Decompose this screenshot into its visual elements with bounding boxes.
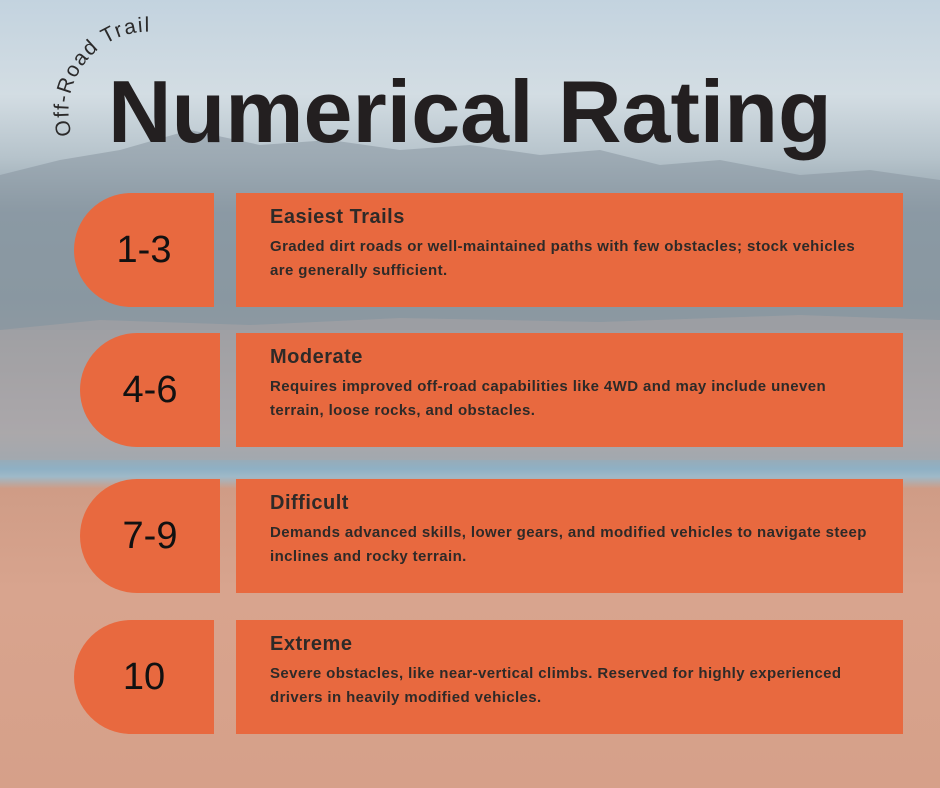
- rating-title: Moderate: [270, 346, 363, 368]
- rating-title: Easiest Trails: [270, 206, 405, 228]
- rating-row: 7-9 Difficult Demands advanced skills, lo…: [0, 479, 940, 593]
- rating-range-badge: 10: [74, 620, 214, 734]
- rating-description: Severe obstacles, like near-vertical cli…: [270, 665, 842, 706]
- rating-card: Difficult Demands advanced skills, lower …: [236, 479, 903, 593]
- rating-description: Graded dirt roads or well-maintained pat…: [270, 238, 856, 279]
- rating-description: Demands advanced skills, lower gears, an…: [270, 524, 867, 565]
- rating-row: 10 Extreme Severe obstacles, like near-ve…: [0, 620, 940, 734]
- rating-range-badge: 1-3: [74, 193, 214, 307]
- rating-range-badge: 7-9: [80, 479, 220, 593]
- rating-description: Requires improved off-road capabilities …: [270, 378, 827, 419]
- rating-title: Difficult: [270, 492, 349, 514]
- page-title: Numerical Rating: [108, 62, 832, 161]
- rating-card: Moderate Requires improved off-road capab…: [236, 333, 903, 447]
- rating-row: 1-3 Easiest Trails Graded dirt roads or w…: [0, 193, 940, 307]
- rating-card: Easiest Trails Graded dirt roads or well-…: [236, 193, 903, 307]
- rating-range-badge: 4-6: [80, 333, 220, 447]
- rating-row: 4-6 Moderate Requires improved off-road c…: [0, 333, 940, 447]
- rating-card: Extreme Severe obstacles, like near-verti…: [236, 620, 903, 734]
- rating-title: Extreme: [270, 633, 353, 655]
